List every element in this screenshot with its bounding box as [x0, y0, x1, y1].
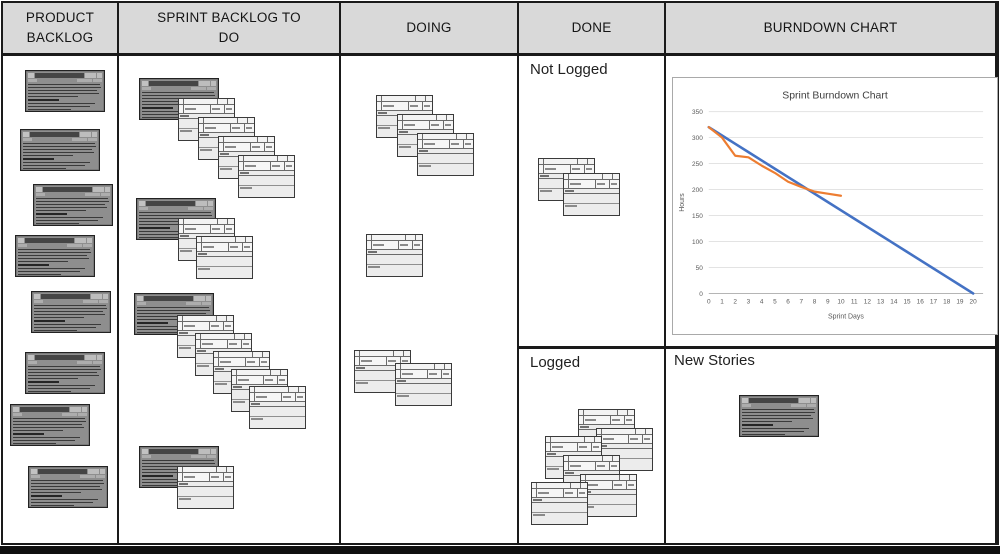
svg-text:8: 8: [813, 298, 817, 305]
column-doing: DOING: [341, 3, 519, 543]
burndown-section-divider: [666, 346, 997, 349]
column-header-label: BURNDOWN CHART: [763, 20, 898, 36]
done-section-divider: [519, 346, 666, 349]
svg-text:19: 19: [956, 298, 964, 305]
svg-text:6: 6: [786, 298, 790, 305]
task-card[interactable]: [238, 155, 295, 198]
svg-text:Hours: Hours: [679, 193, 686, 212]
svg-text:0: 0: [699, 291, 703, 298]
column-header-done: DONE: [519, 3, 664, 56]
section-label-not-logged: Not Logged: [530, 61, 608, 78]
svg-text:250: 250: [692, 161, 703, 168]
svg-text:11: 11: [851, 298, 858, 305]
svg-text:7: 7: [800, 298, 804, 305]
column-header-label: SPRINT BACKLOG TO DO: [157, 10, 301, 45]
section-label-new-stories: New Stories: [674, 352, 755, 369]
story-card[interactable]: [25, 352, 105, 394]
svg-text:9: 9: [826, 298, 830, 305]
svg-text:Sprint Burndown Chart: Sprint Burndown Chart: [782, 91, 888, 102]
task-card[interactable]: [417, 133, 474, 176]
svg-text:20: 20: [970, 298, 978, 305]
task-card[interactable]: [395, 363, 452, 406]
column-header-sprint-backlog-todo: SPRINT BACKLOG TO DO: [119, 3, 339, 56]
column-header-label: DONE: [571, 20, 612, 36]
board-bottom-edge: [0, 546, 1000, 554]
story-card[interactable]: [739, 395, 819, 437]
svg-text:3: 3: [747, 298, 751, 305]
task-card[interactable]: [366, 234, 423, 277]
column-header-label: DOING: [406, 20, 452, 36]
story-card[interactable]: [33, 184, 113, 226]
column-sprint-backlog-todo: SPRINT BACKLOG TO DO: [119, 3, 341, 543]
svg-text:5: 5: [773, 298, 777, 305]
story-card[interactable]: [25, 70, 105, 112]
svg-text:1: 1: [720, 298, 724, 305]
svg-text:13: 13: [877, 298, 885, 305]
svg-text:50: 50: [696, 265, 704, 272]
task-card[interactable]: [177, 466, 234, 509]
column-header-product-backlog: PRODUCT BACKLOG: [3, 3, 117, 56]
svg-text:18: 18: [943, 298, 951, 305]
story-card[interactable]: [31, 291, 111, 333]
column-header-burndown-chart: BURNDOWN CHART: [666, 3, 995, 56]
svg-text:350: 350: [692, 109, 703, 116]
svg-text:4: 4: [760, 298, 764, 305]
story-card[interactable]: [20, 129, 100, 171]
svg-text:300: 300: [692, 135, 703, 142]
task-card[interactable]: [563, 173, 620, 216]
burndown-chart-frame: 0 50 100 150 200 250 300 350 0 1 2 3 4 5 6 7 8 9 10 11 12 13 1…: [672, 77, 998, 335]
svg-text:2: 2: [733, 298, 737, 305]
story-card[interactable]: [15, 235, 95, 277]
column-header-label: PRODUCT BACKLOG: [25, 10, 95, 45]
scrum-board: PRODUCT BACKLOG SPRINT BACKLOG TO DO DOI…: [1, 1, 999, 545]
task-card[interactable]: [531, 482, 588, 525]
svg-text:16: 16: [917, 298, 925, 305]
svg-text:0: 0: [707, 298, 711, 305]
svg-text:100: 100: [692, 239, 703, 246]
svg-text:200: 200: [692, 187, 703, 194]
task-card[interactable]: [580, 474, 637, 517]
svg-text:150: 150: [692, 213, 703, 220]
svg-text:14: 14: [890, 298, 898, 305]
column-product-backlog: PRODUCT BACKLOG: [3, 3, 119, 543]
section-label-logged: Logged: [530, 354, 581, 371]
svg-text:10: 10: [837, 298, 845, 305]
column-done: DONE: [519, 3, 666, 543]
svg-text:Sprint Days: Sprint Days: [828, 313, 864, 320]
svg-text:17: 17: [930, 298, 938, 305]
column-header-doing: DOING: [341, 3, 517, 56]
story-card[interactable]: [10, 404, 90, 446]
task-card[interactable]: [196, 236, 253, 279]
story-card[interactable]: [28, 466, 108, 508]
task-card[interactable]: [249, 386, 306, 429]
card-layer: [3, 3, 997, 543]
svg-text:15: 15: [903, 298, 911, 305]
svg-text:12: 12: [864, 298, 872, 305]
